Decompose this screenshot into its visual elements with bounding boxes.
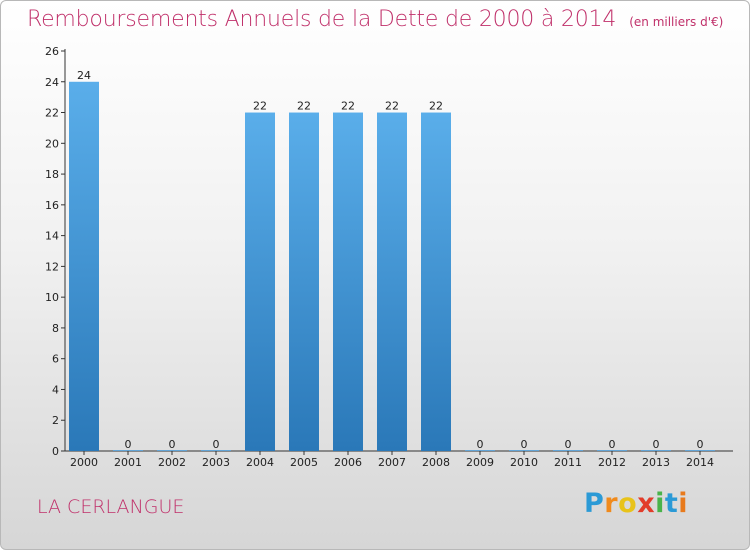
y-tick-label: 26 bbox=[45, 45, 59, 58]
x-tick-label: 2010 bbox=[510, 456, 538, 469]
x-tick-label: 2005 bbox=[290, 456, 318, 469]
y-tick-label: 0 bbox=[52, 445, 59, 458]
bar bbox=[465, 450, 495, 451]
data-label: 0 bbox=[565, 438, 572, 451]
y-tick-label: 22 bbox=[45, 107, 59, 120]
y-tick-label: 14 bbox=[45, 230, 59, 243]
bar bbox=[69, 81, 99, 452]
y-tick-label: 18 bbox=[45, 168, 59, 181]
commune-name: LA CERLANGUE bbox=[37, 496, 185, 518]
data-label: 24 bbox=[77, 69, 91, 82]
data-label: 0 bbox=[697, 438, 704, 451]
logo-letter: o bbox=[618, 488, 638, 519]
data-label: 0 bbox=[653, 438, 660, 451]
x-tick-label: 2007 bbox=[378, 456, 406, 469]
y-tick-label: 6 bbox=[52, 353, 59, 366]
y-tick-label: 8 bbox=[52, 322, 59, 335]
y-tick-label: 4 bbox=[52, 383, 59, 396]
x-tick-label: 2004 bbox=[246, 456, 274, 469]
logo-letter: i bbox=[678, 488, 689, 519]
chart-title: Remboursements Annuels de la Dette de 20… bbox=[27, 7, 723, 32]
x-tick-label: 2006 bbox=[334, 456, 362, 469]
bar bbox=[685, 450, 715, 451]
bar bbox=[113, 450, 143, 451]
bar bbox=[245, 112, 275, 452]
bar bbox=[377, 112, 407, 452]
y-tick-label: 20 bbox=[45, 137, 59, 150]
x-tick-label: 2012 bbox=[598, 456, 626, 469]
data-label: 0 bbox=[477, 438, 484, 451]
y-tick-label: 16 bbox=[45, 199, 59, 212]
y-tick-label: 12 bbox=[45, 260, 59, 273]
logo-letter: r bbox=[604, 488, 619, 519]
data-label: 22 bbox=[253, 100, 267, 113]
bar bbox=[201, 450, 231, 451]
logo-letter: i bbox=[655, 488, 665, 519]
data-label: 0 bbox=[609, 438, 616, 451]
x-tick-label: 2002 bbox=[158, 456, 186, 469]
y-tick-label: 2 bbox=[52, 414, 59, 427]
chart-unit-note: (en milliers d'€) bbox=[629, 15, 724, 29]
bar bbox=[597, 450, 627, 451]
x-tick-label: 2003 bbox=[202, 456, 230, 469]
y-tick-label: 10 bbox=[45, 291, 59, 304]
logo-letter: t bbox=[664, 488, 679, 519]
chart-title-text: Remboursements Annuels de la Dette de 20… bbox=[27, 7, 617, 32]
data-label: 0 bbox=[125, 438, 132, 451]
x-tick-label: 2014 bbox=[686, 456, 714, 469]
logo-letter: P bbox=[584, 488, 605, 519]
x-tick-label: 2001 bbox=[114, 456, 142, 469]
labels: 24 0 0 0 22 22 22 22 22 0 0 0 0 0 0 bbox=[77, 69, 704, 451]
bar bbox=[333, 112, 363, 452]
x-tick-label: 2009 bbox=[466, 456, 494, 469]
data-label: 22 bbox=[297, 100, 311, 113]
y-tick-label: 24 bbox=[45, 76, 59, 89]
bar bbox=[289, 112, 319, 452]
bar bbox=[509, 450, 539, 451]
bar bbox=[553, 450, 583, 451]
proxiti-logo[interactable]: Proxiti bbox=[584, 488, 688, 519]
data-label: 0 bbox=[521, 438, 528, 451]
x-tick-label: 2000 bbox=[70, 456, 98, 469]
data-label: 0 bbox=[169, 438, 176, 451]
bar bbox=[641, 450, 671, 451]
bar bbox=[157, 450, 187, 451]
data-label: 22 bbox=[429, 100, 443, 113]
data-label: 22 bbox=[341, 100, 355, 113]
data-label: 0 bbox=[213, 438, 220, 451]
x-tick-label: 2011 bbox=[554, 456, 582, 469]
data-label: 22 bbox=[385, 100, 399, 113]
x-tick-label: 2008 bbox=[422, 456, 450, 469]
x-tick-label: 2013 bbox=[642, 456, 670, 469]
bars bbox=[69, 81, 715, 452]
logo-letter: x bbox=[637, 488, 656, 519]
bar bbox=[421, 112, 451, 452]
